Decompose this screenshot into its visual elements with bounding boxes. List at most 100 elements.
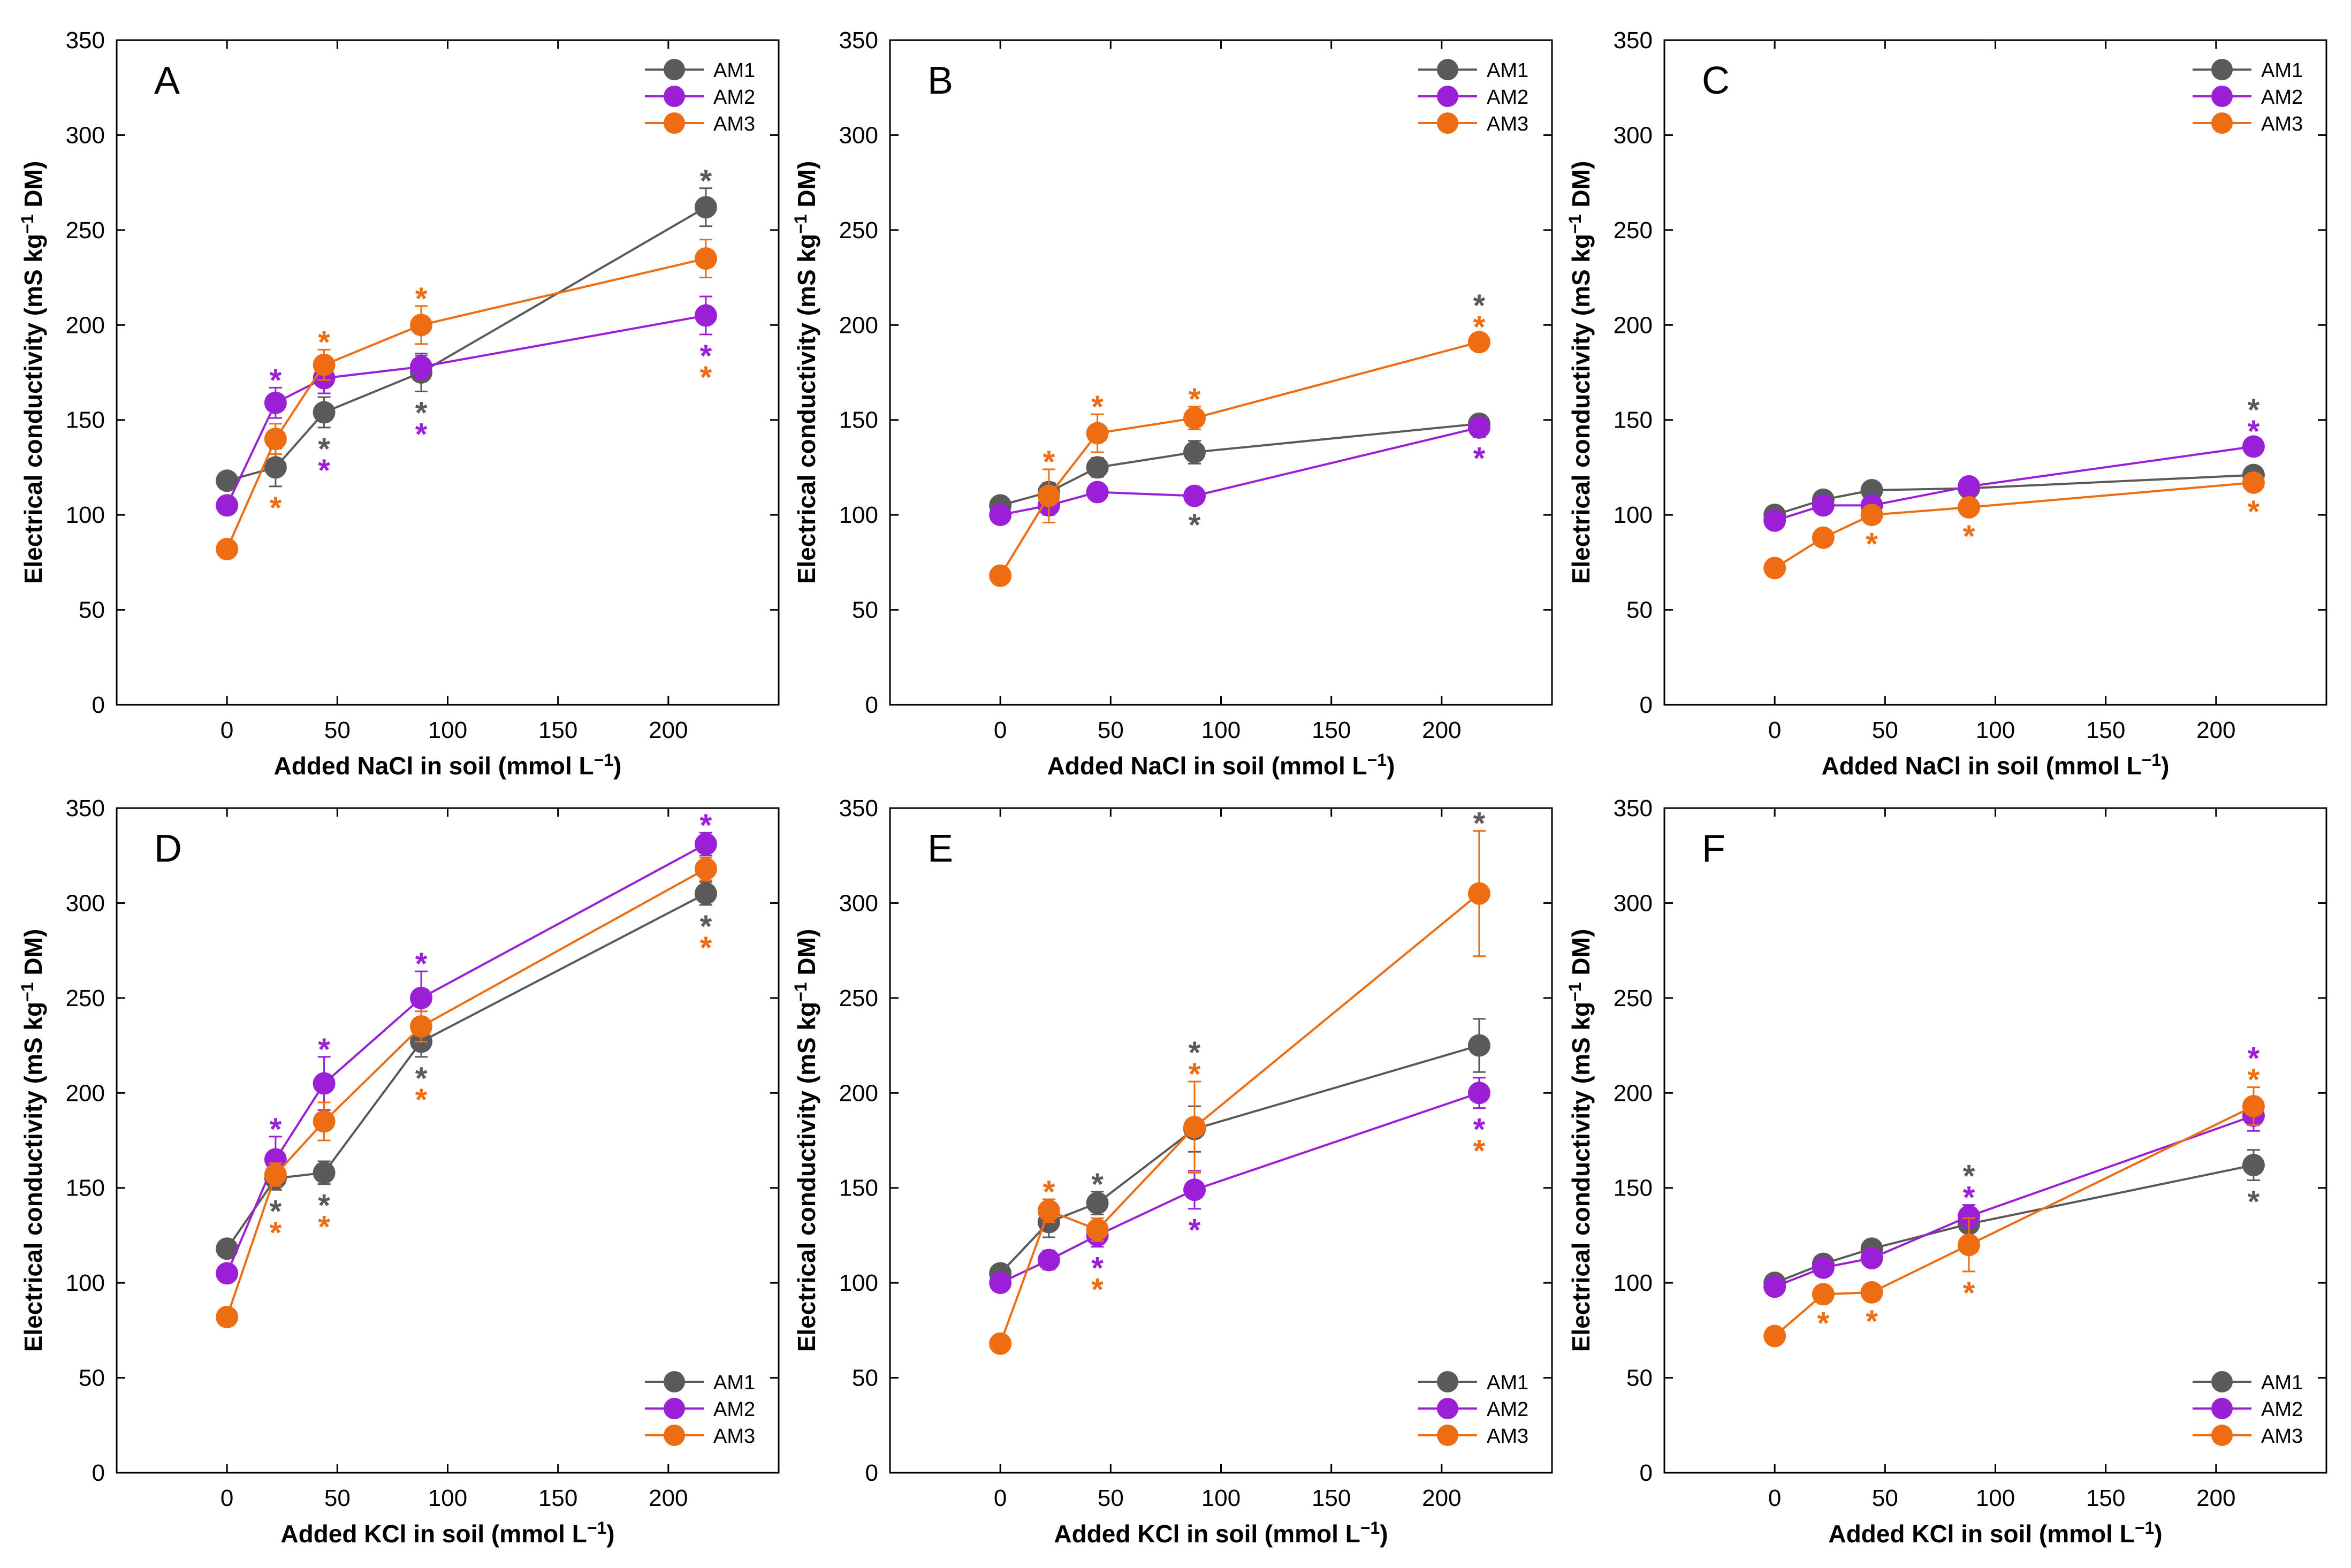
legend-marker-am3 <box>2211 1425 2233 1446</box>
panel-letter: F <box>1702 827 1725 870</box>
data-point-am3 <box>1763 1325 1786 1348</box>
data-point-am3 <box>1086 422 1109 445</box>
data-point-am2 <box>694 833 717 856</box>
significance-star: * <box>1963 519 1975 554</box>
data-point-am3 <box>1086 1218 1109 1241</box>
data-point-am3 <box>694 857 717 880</box>
legend-label-am1: AM1 <box>1487 1372 1528 1394</box>
significance-star: * <box>700 360 712 395</box>
data-point-am3 <box>216 538 239 561</box>
data-point-am3 <box>1037 484 1060 507</box>
data-point-am3 <box>1183 407 1206 430</box>
axis-title-part: ) <box>613 752 621 780</box>
significance-star: * <box>1866 1304 1878 1339</box>
significance-star: * <box>270 1112 282 1147</box>
significance-star: * <box>1866 527 1878 561</box>
x-tick-label: 100 <box>1201 1485 1241 1511</box>
x-tick-label: 50 <box>324 717 351 743</box>
y-tick-label: 150 <box>1614 407 1653 433</box>
axis-title-superscript: −1 <box>18 214 37 233</box>
axis-title-part: Added NaCl in soil (mmol L <box>1047 752 1367 780</box>
axis-title-part: DM) <box>793 929 820 983</box>
x-tick-label: 50 <box>1098 1485 1124 1511</box>
legend-marker-am1 <box>2211 1371 2233 1392</box>
x-tick-label: 150 <box>2086 1485 2125 1511</box>
plot-frame <box>1663 39 2327 706</box>
x-axis-title: Added KCl in soil (mmol L−1) <box>280 1518 614 1548</box>
x-tick-label: 100 <box>1201 717 1241 743</box>
data-point-am2 <box>989 1272 1012 1295</box>
data-point-am3 <box>1467 882 1490 905</box>
series-am2 <box>989 416 1490 527</box>
significance-star: * <box>2248 1063 2260 1098</box>
legend-label-am2: AM2 <box>2261 86 2303 109</box>
legend-label-am1: AM1 <box>713 59 755 82</box>
significance-star: * <box>1473 1113 1486 1147</box>
x-tick-label: 100 <box>1976 1485 2015 1511</box>
data-point-am3 <box>2242 471 2265 494</box>
data-point-am3 <box>1183 1116 1206 1139</box>
axis-title-superscript: −1 <box>1367 750 1387 770</box>
significance-star: * <box>1043 445 1055 479</box>
legend-marker-am3 <box>1437 112 1458 134</box>
x-tick-label: 50 <box>1872 1485 1898 1511</box>
significance-star: * <box>270 363 282 398</box>
axis-title-part: Electrical conductivity (mS kg <box>793 1002 820 1352</box>
y-tick-label: 250 <box>66 217 105 243</box>
significance-star: * <box>270 491 282 526</box>
data-point-am1 <box>1086 456 1109 479</box>
chart-panel-f: 0 50 100 150 200 250 300 350 0 50 100 150 200 Added K… <box>1565 795 2327 1548</box>
y-tick-label: 0 <box>1640 692 1653 718</box>
data-point-am1 <box>216 1237 239 1260</box>
significance-star: * <box>318 1189 330 1223</box>
significance-star: * <box>270 1194 282 1229</box>
significance-star: * <box>270 1215 282 1250</box>
x-axis-title: Added NaCl in soil (mmol L−1) <box>1047 750 1395 780</box>
axis-title-part: DM) <box>19 929 47 983</box>
axis-title-part: Electrical conductivity (mS kg <box>1567 1002 1595 1352</box>
y-tick-label: 50 <box>852 597 878 623</box>
series-am2 <box>989 1077 1490 1295</box>
legend-marker-am3 <box>1437 1425 1458 1446</box>
y-tick-label: 0 <box>1640 1460 1653 1486</box>
significance-star: * <box>318 453 330 488</box>
panel-letter: C <box>1702 59 1730 102</box>
data-point-am2 <box>1183 484 1206 507</box>
data-point-am3 <box>989 1332 1012 1355</box>
significance-star: * <box>415 1083 428 1117</box>
x-tick-label: 200 <box>1422 1485 1461 1511</box>
x-tick-label: 50 <box>1872 717 1898 743</box>
data-point-am3 <box>410 1015 433 1038</box>
legend-label-am3: AM3 <box>1487 1425 1528 1448</box>
significance-star: * <box>2248 393 2260 428</box>
data-point-am1 <box>313 1161 336 1184</box>
significance-star: * <box>1473 442 1486 476</box>
data-point-am2 <box>1812 1256 1835 1279</box>
significance-star: * <box>2248 414 2260 449</box>
axis-title-part: DM) <box>1567 929 1595 983</box>
axis-title-part: ) <box>1380 1520 1388 1548</box>
data-point-am3 <box>1037 1199 1060 1222</box>
series-am2 <box>216 832 717 1285</box>
axis-title-part: ) <box>606 1520 614 1548</box>
y-tick-label: 350 <box>1614 27 1653 54</box>
significance-star: * <box>1189 1057 1201 1092</box>
legend-label-am3: AM3 <box>713 113 755 135</box>
x-tick-label: 150 <box>1312 717 1351 743</box>
data-point-am3 <box>2242 1095 2265 1118</box>
x-tick-label: 150 <box>2086 717 2125 743</box>
data-point-am2 <box>1183 1178 1206 1201</box>
y-tick-label: 350 <box>66 795 105 821</box>
data-point-am2 <box>1467 1082 1490 1105</box>
chart-panel-a: 0 50 100 150 200 250 300 350 0 50 100 150 200 Added N… <box>18 27 780 780</box>
significance-star: * <box>1189 382 1201 417</box>
axis-title-part: Added NaCl in soil (mmol L <box>1822 752 2142 780</box>
data-point-am2 <box>1763 509 1786 532</box>
data-point-am3 <box>694 247 717 270</box>
data-point-am2 <box>1860 1247 1883 1270</box>
chart-panel-e: 0 50 100 150 200 250 300 350 0 50 100 150 200 Added K… <box>791 795 1553 1548</box>
axis-title-part: Electrical conductivity (mS kg <box>793 234 820 584</box>
significance-star: * <box>1963 1276 1975 1311</box>
x-tick-label: 0 <box>1768 1485 1781 1511</box>
